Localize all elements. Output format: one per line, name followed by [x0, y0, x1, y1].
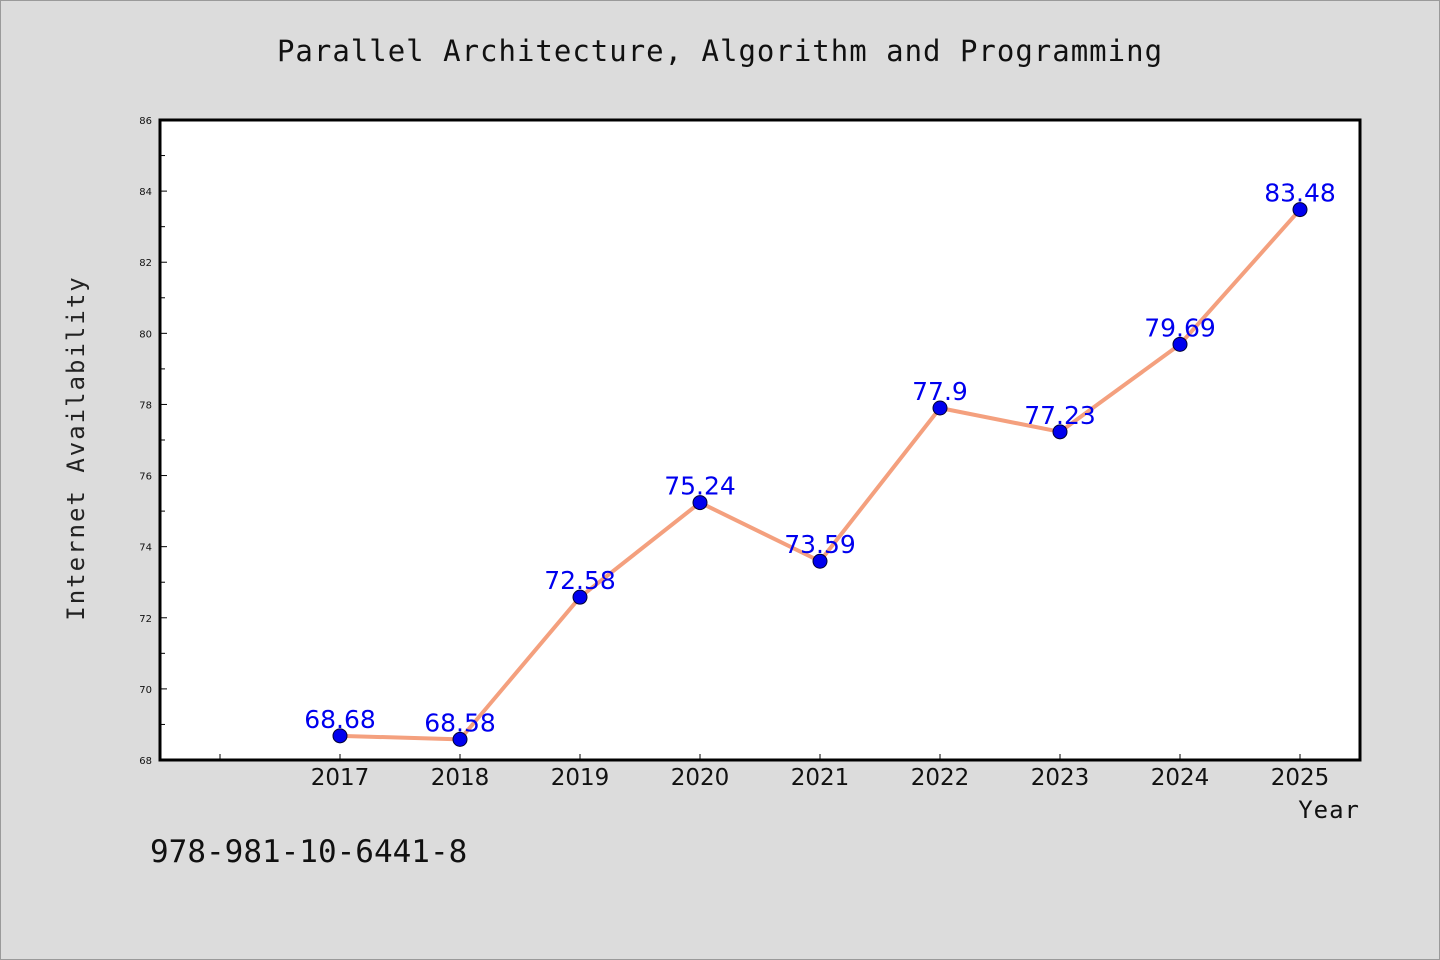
data-point: [1052, 424, 1068, 440]
data-label: 68.68: [304, 705, 376, 734]
data-label: 77.9: [912, 377, 968, 406]
plot-border: [158, 118, 1362, 762]
plot-area: [160, 120, 1360, 760]
data-point: [932, 400, 948, 416]
x-axis-label: Year: [1298, 796, 1360, 824]
data-label: 68.58: [424, 708, 496, 737]
y-tick-label: 78: [139, 400, 152, 411]
data-label: 79.69: [1144, 313, 1216, 342]
isbn-text: 978-981-10-6441-8: [150, 834, 468, 870]
y-tick-label: 76: [139, 472, 152, 483]
data-label: 83.48: [1264, 179, 1336, 208]
data-point: [1172, 336, 1188, 352]
data-label: 73.59: [784, 530, 856, 559]
data-label: 77.23: [1024, 401, 1096, 430]
y-tick-label: 72: [139, 614, 152, 625]
x-tick-label: 2018: [431, 765, 490, 791]
x-tick-label: 2019: [551, 765, 610, 791]
data-point: [692, 495, 708, 511]
y-tick-label: 82: [139, 258, 152, 269]
y-tick-label: 80: [139, 329, 152, 340]
x-tick-label: 2021: [791, 765, 850, 791]
data-point: [452, 731, 468, 747]
data-point: [1292, 202, 1308, 218]
data-point: [332, 728, 348, 744]
x-tick-label: 2025: [1271, 765, 1330, 791]
data-label: 72.58: [544, 566, 616, 595]
x-tick-label: 2024: [1151, 765, 1210, 791]
x-tick-label: 2023: [1031, 765, 1090, 791]
y-tick-label: 84: [139, 187, 152, 198]
data-point: [572, 589, 588, 605]
x-tick-label: 2017: [311, 765, 370, 791]
data-label: 75.24: [664, 472, 736, 501]
data-point: [812, 553, 828, 569]
chart-title: Parallel Architecture, Algorithm and Pro…: [276, 34, 1164, 68]
y-tick-label: 86: [139, 116, 152, 127]
x-tick-label: 2022: [911, 765, 970, 791]
y-tick-label: 74: [139, 543, 152, 554]
x-tick-label: 2020: [671, 765, 730, 791]
y-tick-label: 70: [139, 685, 152, 696]
y-tick-label: 68: [139, 756, 152, 767]
